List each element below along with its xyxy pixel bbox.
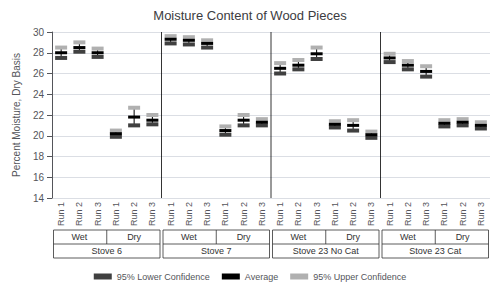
svg-text:Wet: Wet (71, 232, 87, 242)
svg-text:Run 1: Run 1 (439, 202, 449, 226)
svg-text:Wet: Wet (181, 232, 197, 242)
svg-text:Run 2: Run 2 (403, 202, 413, 226)
svg-text:Run 3: Run 3 (257, 202, 267, 226)
svg-text:Stove 23 No Cat: Stove 23 No Cat (293, 246, 360, 256)
svg-text:Run 2: Run 2 (184, 202, 194, 226)
svg-text:16: 16 (33, 172, 45, 183)
svg-text:Run 3: Run 3 (476, 202, 486, 226)
svg-text:Run 2: Run 2 (458, 202, 468, 226)
svg-text:Wet: Wet (290, 232, 306, 242)
svg-text:18: 18 (33, 151, 45, 162)
svg-text:Run 2: Run 2 (348, 202, 358, 226)
svg-text:Run 3: Run 3 (312, 202, 322, 226)
svg-text:Run 1: Run 1 (166, 202, 176, 226)
svg-text:Dry: Dry (456, 232, 470, 242)
svg-text:Run 2: Run 2 (129, 202, 139, 226)
svg-text:Percent Moisture, Dry Basis: Percent Moisture, Dry Basis (11, 53, 22, 177)
svg-text:Stove 6: Stove 6 (91, 246, 122, 256)
svg-text:Wet: Wet (400, 232, 416, 242)
svg-text:Dry: Dry (127, 232, 141, 242)
svg-text:Run 2: Run 2 (293, 202, 303, 226)
svg-text:Stove 7: Stove 7 (201, 246, 232, 256)
svg-text:Run 2: Run 2 (74, 202, 84, 226)
svg-text:Average: Average (245, 272, 278, 282)
svg-text:Stove 23 Cat: Stove 23 Cat (409, 246, 462, 256)
svg-text:26: 26 (33, 68, 45, 79)
svg-text:Run 1: Run 1 (385, 202, 395, 226)
svg-text:Moisture Content of Wood Piece: Moisture Content of Wood Pieces (153, 8, 347, 23)
svg-text:95% Lower Confidence: 95% Lower Confidence (117, 272, 210, 282)
svg-text:28: 28 (33, 47, 45, 58)
svg-text:Run 3: Run 3 (421, 202, 431, 226)
svg-text:Run 1: Run 1 (111, 202, 121, 226)
svg-text:30: 30 (33, 27, 45, 38)
svg-text:Dry: Dry (237, 232, 251, 242)
svg-text:Run 1: Run 1 (330, 202, 340, 226)
svg-text:Run 3: Run 3 (93, 202, 103, 226)
svg-text:Run 3: Run 3 (147, 202, 157, 226)
svg-text:24: 24 (33, 89, 45, 100)
svg-text:Run 1: Run 1 (275, 202, 285, 226)
svg-text:Run 1: Run 1 (56, 202, 66, 226)
svg-text:Run 3: Run 3 (202, 202, 212, 226)
svg-text:14: 14 (33, 193, 45, 204)
svg-text:Run 1: Run 1 (220, 202, 230, 226)
svg-text:95% Upper Confidence: 95% Upper Confidence (313, 272, 406, 282)
svg-text:22: 22 (33, 110, 45, 121)
svg-text:20: 20 (33, 130, 45, 141)
svg-text:Dry: Dry (346, 232, 360, 242)
svg-text:Run 3: Run 3 (366, 202, 376, 226)
svg-text:Run 2: Run 2 (239, 202, 249, 226)
